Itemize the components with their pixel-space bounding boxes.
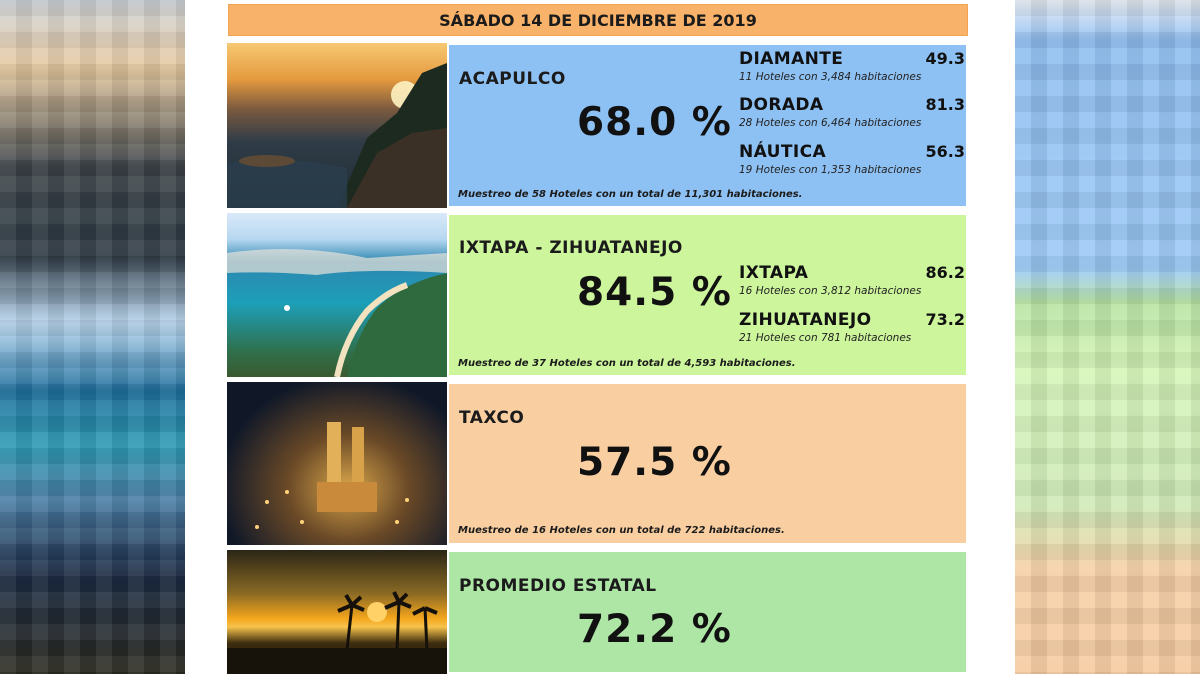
ixtapa-sample-note: Muestreo de 37 Hoteles con un total de 4…: [458, 358, 796, 369]
taxco-row: TAXCO 57.5 % Muestreo de 16 Hoteles con …: [227, 382, 968, 545]
acapulco-row: ACAPULCO 68.0 % DIAMANTE 49.3 11 Hoteles…: [227, 43, 968, 208]
zone-info: 16 Hoteles con 3,812 habitaciones: [739, 285, 922, 297]
zone-dorada: DORADA 81.3 28 Hoteles con 6,464 habitac…: [739, 95, 965, 129]
zone-ixtapa: IXTAPA 86.2 16 Hoteles con 3,812 habitac…: [739, 263, 965, 297]
ixtapa-percent: 84.5 %: [577, 270, 732, 315]
zone-name: ZIHUATANEJO: [739, 310, 872, 330]
ixtapa-title: IXTAPA - ZIHUATANEJO: [459, 238, 683, 258]
date-text: SÁBADO 14 DE DICIEMBRE DE 2019: [439, 10, 757, 30]
acapulco-photo: [227, 43, 447, 208]
zone-diamante: DIAMANTE 49.3 11 Hoteles con 3,484 habit…: [739, 49, 965, 83]
promedio-title: PROMEDIO ESTATAL: [459, 576, 657, 596]
taxco-panel: TAXCO 57.5 % Muestreo de 16 Hoteles con …: [447, 382, 968, 545]
zone-value: 86.2: [925, 263, 965, 282]
taxco-photo: [227, 382, 447, 545]
zone-name: DIAMANTE: [739, 49, 844, 69]
ixtapa-panel: IXTAPA - ZIHUATANEJO 84.5 % IXTAPA 86.2 …: [447, 213, 968, 377]
zone-value: 56.3: [925, 142, 965, 161]
zone-nautica: NÁUTICA 56.3 19 Hoteles con 1,353 habita…: [739, 142, 965, 176]
zone-info: 19 Hoteles con 1,353 habitaciones: [739, 164, 922, 176]
ixtapa-row: IXTAPA - ZIHUATANEJO 84.5 % IXTAPA 86.2 …: [227, 213, 968, 377]
zone-name: DORADA: [739, 95, 824, 115]
promedio-photo: [227, 550, 447, 674]
date-header: SÁBADO 14 DE DICIEMBRE DE 2019: [228, 4, 968, 36]
promedio-row: PROMEDIO ESTATAL 72.2 %: [227, 550, 968, 674]
zone-info: 11 Hoteles con 3,484 habitaciones: [739, 71, 922, 83]
ixtapa-photo: [227, 213, 447, 377]
zone-value: 81.3: [925, 95, 965, 114]
zone-value: 73.2: [925, 310, 965, 329]
zone-info: 21 Hoteles con 781 habitaciones: [739, 332, 912, 344]
promedio-percent: 72.2 %: [577, 607, 732, 652]
taxco-percent: 57.5 %: [577, 440, 732, 485]
promedio-panel: PROMEDIO ESTATAL 72.2 %: [447, 550, 968, 674]
blurred-background-right: [1015, 0, 1200, 674]
zone-value: 49.3: [925, 49, 965, 68]
acapulco-panel: ACAPULCO 68.0 % DIAMANTE 49.3 11 Hoteles…: [447, 43, 968, 208]
acapulco-title: ACAPULCO: [459, 69, 566, 89]
taxco-sample-note: Muestreo de 16 Hoteles con un total de 7…: [458, 525, 785, 536]
zone-zihuatanejo: ZIHUATANEJO 73.2 21 Hoteles con 781 habi…: [739, 310, 965, 344]
acapulco-sample-note: Muestreo de 58 Hoteles con un total de 1…: [458, 189, 803, 200]
taxco-title: TAXCO: [459, 408, 525, 428]
acapulco-percent: 68.0 %: [577, 100, 732, 145]
zone-name: NÁUTICA: [739, 142, 827, 162]
zone-name: IXTAPA: [739, 263, 809, 283]
blurred-background-left: [0, 0, 185, 674]
zone-info: 28 Hoteles con 6,464 habitaciones: [739, 117, 922, 129]
